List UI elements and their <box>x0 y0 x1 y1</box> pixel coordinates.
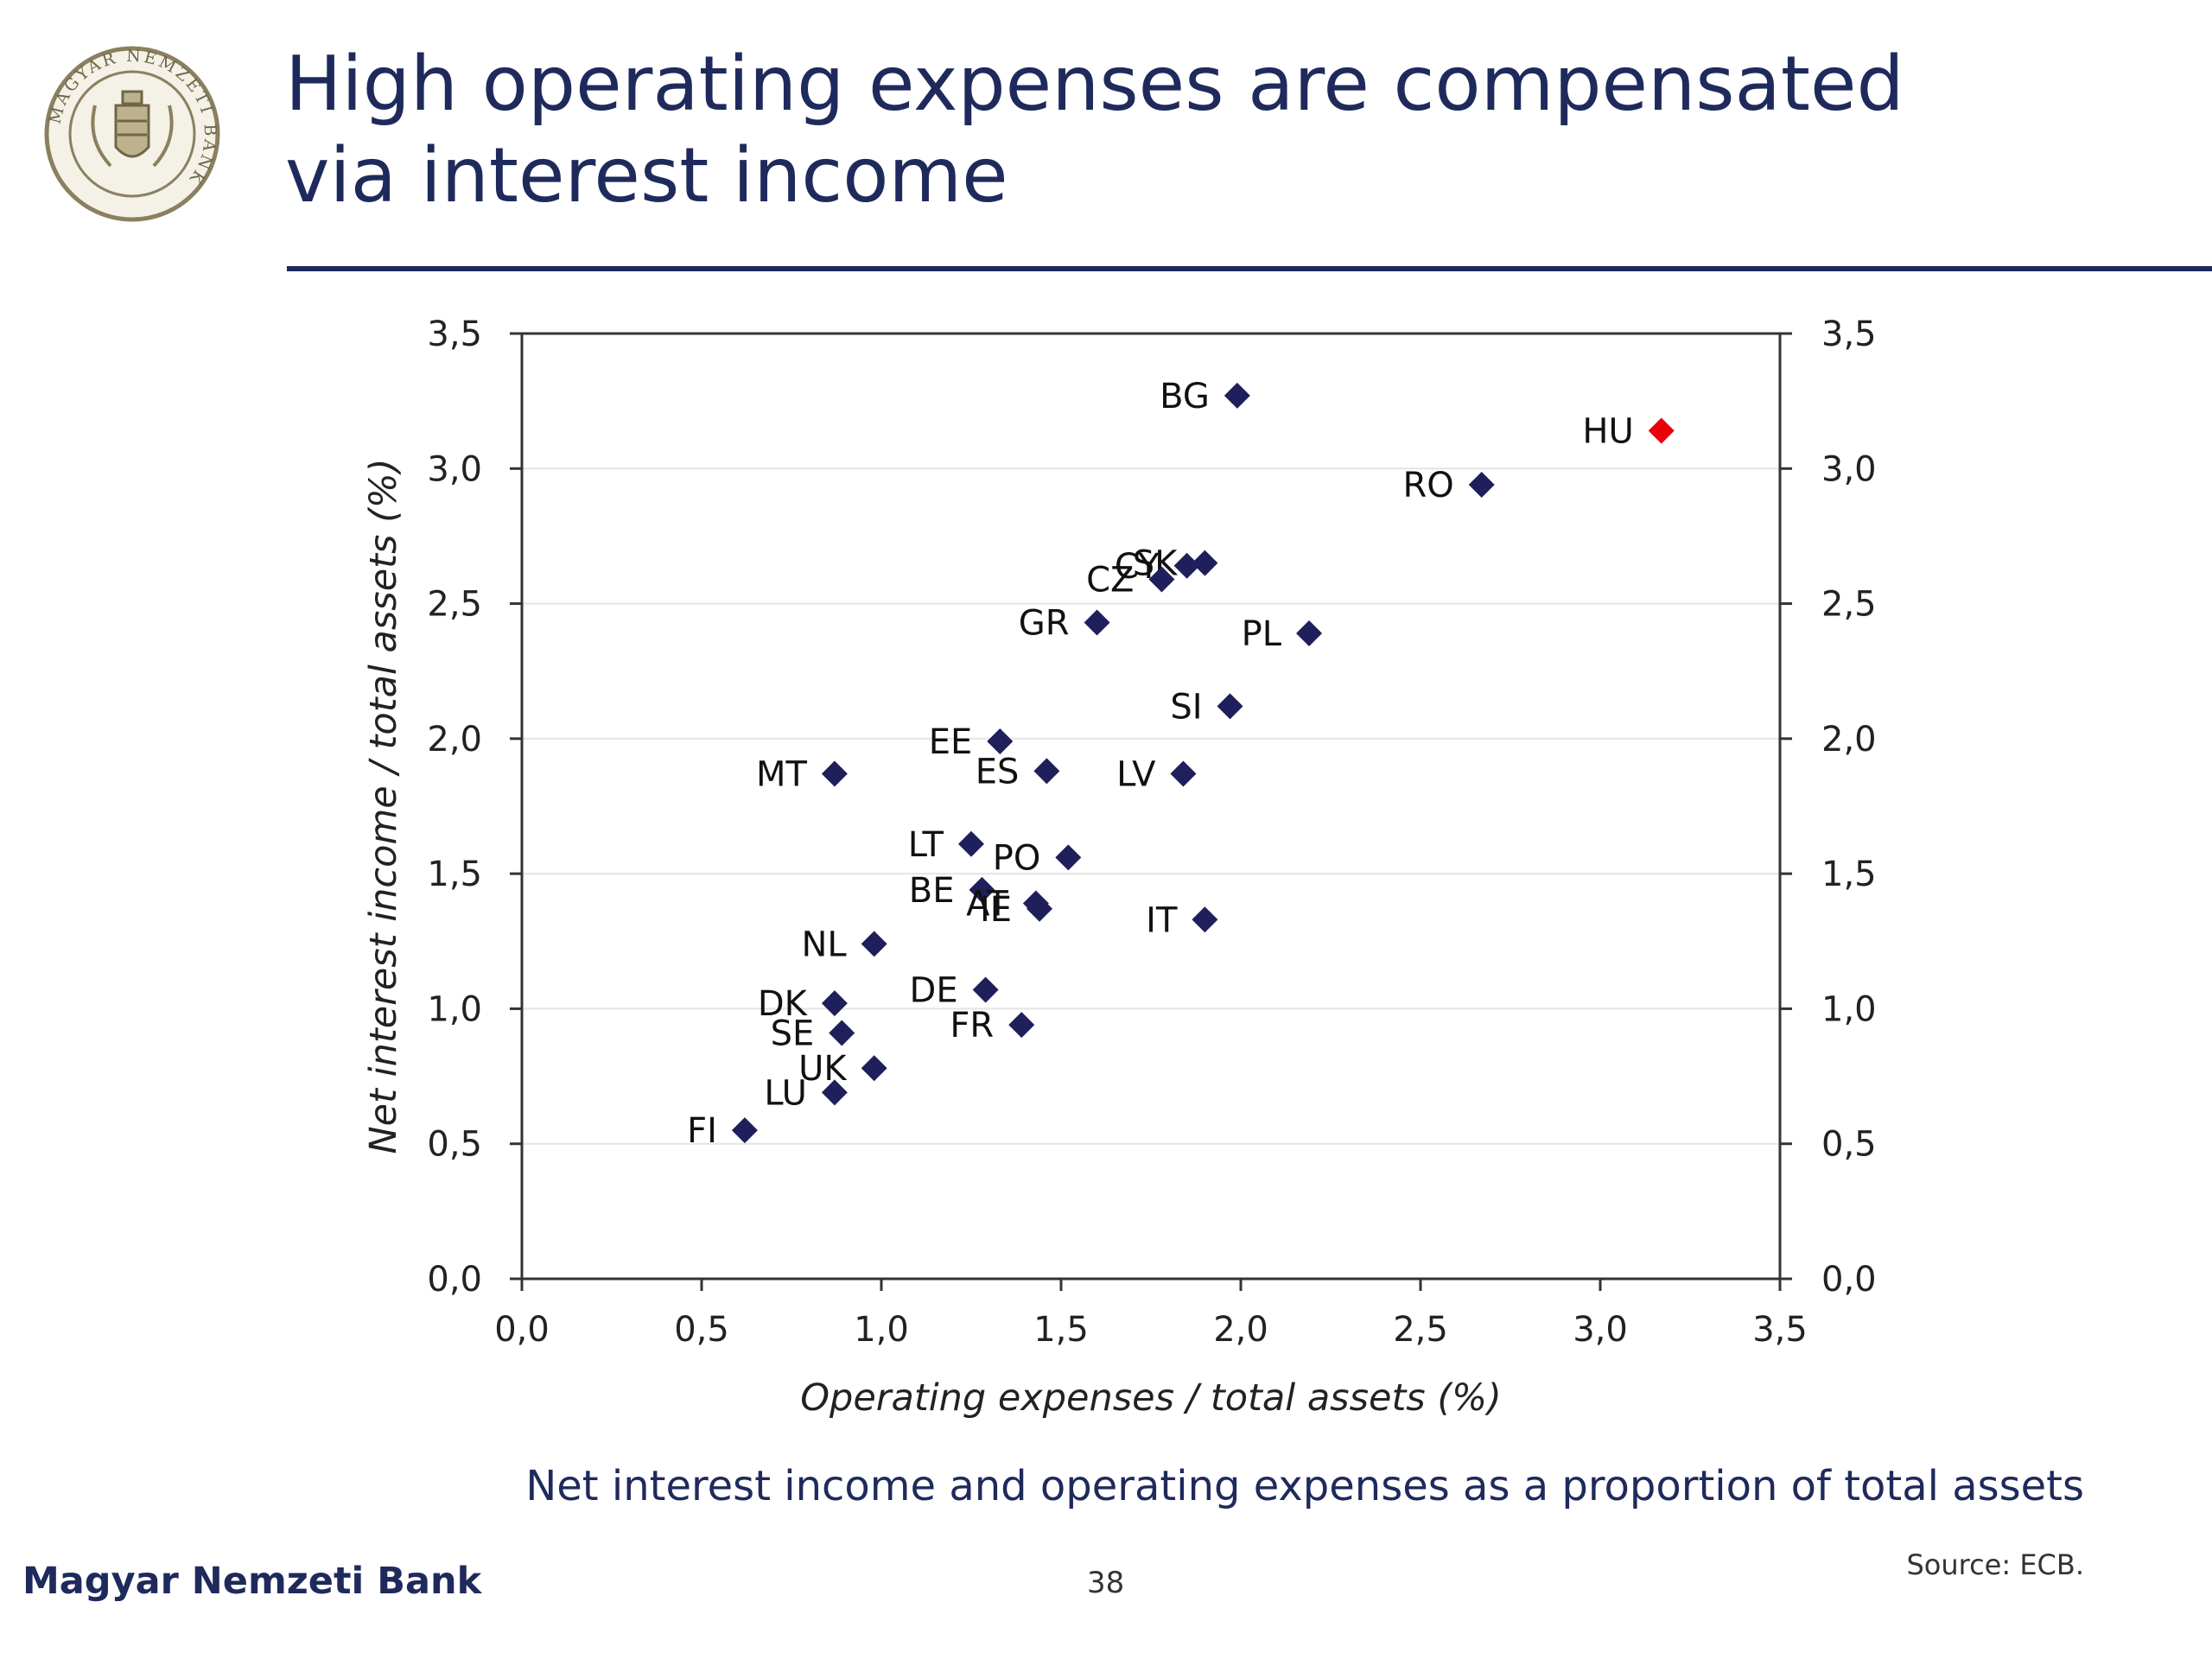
x-tick-label: 2,0 <box>1213 1310 1268 1350</box>
data-point-nl <box>861 931 887 957</box>
point-label-fr: FR <box>950 1006 994 1046</box>
point-label-de: DE <box>910 971 958 1011</box>
data-point-be <box>969 876 995 903</box>
data-point-lt <box>958 830 984 857</box>
point-label-be: BE <box>909 871 955 911</box>
point-label-bg: BG <box>1160 377 1210 416</box>
point-label-gr: GR <box>1019 603 1070 643</box>
gridlines <box>522 467 1780 1145</box>
slide-title: High operating expenses are compensated … <box>285 40 1904 219</box>
point-label-at: AT <box>966 885 1008 925</box>
data-point-pl <box>1296 620 1323 646</box>
data-point-bg <box>1224 382 1250 409</box>
point-label-hu: HU <box>1582 412 1633 452</box>
x-axis-label: Operating expenses / total assets (%) <box>800 1376 1502 1420</box>
footer-bank-name: Magyar Nemzeti Bank <box>22 1560 482 1603</box>
data-point-uk <box>861 1055 887 1082</box>
y2-tick-label: 0,5 <box>1821 1125 1877 1165</box>
point-label-cz: CZ <box>1086 560 1134 600</box>
data-point-ro <box>1468 472 1495 499</box>
source-note: Source: ECB. <box>1906 1548 2084 1581</box>
point-label-lu: LU <box>764 1073 807 1113</box>
point-label-uk: UK <box>798 1049 848 1089</box>
point-label-it: IT <box>1146 900 1178 940</box>
data-point-ie <box>1027 895 1053 922</box>
title-divider <box>287 266 2212 271</box>
data-point-se <box>829 1020 855 1046</box>
point-label-se: SE <box>771 1014 815 1054</box>
mnb-logo: MAGYAR NEMZETI BANK <box>44 46 220 222</box>
point-label-ro: RO <box>1402 466 1453 505</box>
y2-tick-label: 3,5 <box>1821 315 1877 354</box>
y-tick-label: 3,0 <box>427 449 482 489</box>
plot-frame <box>520 332 1782 1281</box>
x-tick-label: 3,0 <box>1573 1310 1628 1350</box>
point-label-cy: CY <box>1115 547 1160 587</box>
y-tick-label: 1,0 <box>427 989 482 1029</box>
data-point-de <box>972 976 999 1003</box>
axis-ticks: 0,0 0,0 0,5 0,5 1,0 1,0 1,5 1,5 2,0 2,0 2,5 2,5 3,0 3… <box>427 315 1876 1350</box>
x-tick-label: 0,0 <box>494 1310 550 1350</box>
data-point-es <box>1033 758 1060 785</box>
data-point-ee <box>987 728 1014 754</box>
y-tick-label: 0,0 <box>427 1260 482 1300</box>
point-label-mt: MT <box>756 754 808 794</box>
point-label-dk: DK <box>758 984 809 1024</box>
data-point-lv <box>1170 760 1197 787</box>
x-tick-label: 1,5 <box>1033 1310 1089 1350</box>
y2-tick-label: 2,5 <box>1821 585 1877 625</box>
data-point-dk <box>821 990 848 1017</box>
point-label-ee: EE <box>929 722 973 762</box>
data-point-it <box>1192 906 1218 933</box>
chart-caption: Net interest income and operating expens… <box>525 1462 2084 1510</box>
point-label-lv: LV <box>1116 754 1156 794</box>
y2-tick-label: 3,0 <box>1821 449 1877 489</box>
point-label-fi: FI <box>687 1111 717 1151</box>
point-label-si: SI <box>1170 687 1202 727</box>
y-tick-label: 0,5 <box>427 1125 482 1165</box>
x-tick-label: 2,5 <box>1393 1310 1448 1350</box>
data-point-cy <box>1173 552 1200 579</box>
y-tick-label: 2,5 <box>427 585 482 625</box>
point-label-nl: NL <box>801 925 847 964</box>
point-label-ie: IE <box>980 890 1012 930</box>
data-point-fr <box>1008 1012 1035 1039</box>
data-point-hu <box>1648 417 1675 444</box>
point-label-po: PO <box>993 838 1041 878</box>
data-point-sk <box>1192 550 1218 576</box>
x-tick-label: 0,5 <box>674 1310 729 1350</box>
y2-tick-label: 0,0 <box>1821 1260 1877 1300</box>
data-point-cz <box>1148 566 1175 593</box>
data-point-fi <box>731 1117 758 1144</box>
y-tick-label: 1,5 <box>427 855 482 894</box>
point-label-pl: PL <box>1242 614 1282 654</box>
y2-tick-label: 1,0 <box>1821 989 1877 1029</box>
data-point-po <box>1055 844 1082 871</box>
y-axis-label: Net interest income / total assets (%) <box>362 459 405 1154</box>
page-number: 38 <box>1087 1566 1125 1600</box>
y2-tick-label: 2,0 <box>1821 720 1877 760</box>
y-tick-label: 3,5 <box>427 315 482 354</box>
x-tick-label: 3,5 <box>1752 1310 1808 1350</box>
x-tick-label: 1,0 <box>854 1310 909 1350</box>
data-point-lu <box>821 1079 848 1106</box>
y-tick-label: 2,0 <box>427 720 482 760</box>
crest-icon <box>91 90 174 168</box>
y2-tick-label: 1,5 <box>1821 855 1877 894</box>
data-point-mt <box>821 760 848 787</box>
data-point-gr <box>1084 609 1110 636</box>
point-label-lt: LT <box>908 825 944 865</box>
point-label-es: ES <box>976 752 1020 791</box>
data-point-si <box>1217 693 1243 720</box>
